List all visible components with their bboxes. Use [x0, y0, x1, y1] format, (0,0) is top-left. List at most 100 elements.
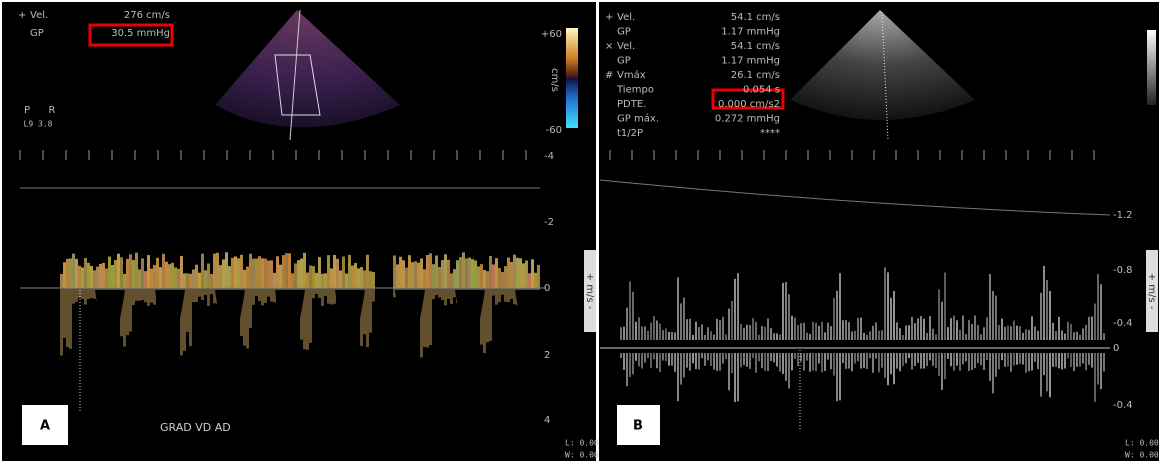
spectrum [453, 269, 456, 288]
spectrum [887, 272, 889, 340]
spectrum [207, 263, 210, 288]
spectrum [851, 353, 853, 371]
spectrum [261, 258, 264, 288]
spectrum [111, 265, 114, 288]
measure-value: 1.17 mmHg [721, 27, 780, 38]
spectrum [426, 255, 429, 288]
spectrum [270, 288, 273, 302]
spectrum [977, 325, 979, 340]
spectrum [486, 288, 489, 342]
spectrum [914, 353, 916, 366]
spectrum [234, 256, 237, 288]
velocity-label: -0.4 [1113, 318, 1133, 329]
spectrum [863, 353, 865, 368]
spectrum [866, 335, 868, 340]
spectrum [809, 353, 811, 372]
spectrum [623, 327, 625, 340]
spectrum [764, 327, 766, 340]
spectrum [162, 254, 165, 288]
spectrum [309, 288, 312, 343]
spectrum [363, 270, 366, 288]
spectrum [1058, 317, 1060, 340]
spectrum [695, 353, 697, 369]
spectrum [249, 254, 252, 288]
spectrum [216, 253, 219, 288]
spectrum [797, 353, 799, 366]
spectrum [150, 288, 153, 303]
spectrum [72, 288, 75, 304]
spectrum [683, 353, 685, 377]
spectrum [315, 288, 318, 294]
spectrum [279, 265, 282, 288]
spectrum [60, 288, 63, 356]
spectrum [66, 259, 69, 288]
spectrum [66, 288, 69, 347]
spectrum [1082, 329, 1084, 340]
spectrum [312, 288, 315, 298]
spectrum [902, 353, 904, 366]
spectrum [198, 288, 201, 297]
spectrum [725, 353, 727, 359]
spectrum [267, 261, 270, 288]
spectrum [309, 265, 312, 288]
spectrum [90, 266, 93, 288]
spectrum [132, 260, 135, 288]
spectrum [995, 353, 997, 377]
velocity-label: 0 [544, 283, 550, 294]
spectrum [938, 289, 940, 340]
spectrum [1094, 353, 1096, 402]
spectrum [758, 335, 760, 340]
measure-value: **** [760, 128, 780, 139]
spectrum [1025, 353, 1027, 373]
measure-value: 1.17 mmHg [721, 56, 780, 67]
spectrum [396, 264, 399, 288]
spectrum [806, 333, 808, 340]
spectrum [890, 353, 892, 374]
spectrum [620, 327, 622, 340]
measure-value: 0.000 cm/s2 [718, 99, 780, 110]
spectrum [1064, 353, 1066, 368]
spectrum [537, 265, 540, 288]
spectrum [716, 353, 718, 371]
spectrum [713, 353, 715, 370]
spectrum [1040, 353, 1042, 397]
spectrum [1082, 353, 1084, 364]
spectrum [758, 353, 760, 361]
spectrum [1073, 332, 1075, 340]
spectrum [267, 288, 270, 297]
panel-label: B [633, 419, 643, 434]
spectrum [860, 353, 862, 369]
spectrum [893, 291, 895, 340]
spectrum [797, 325, 799, 340]
spectrum [438, 288, 441, 297]
spectrum [680, 303, 682, 340]
spectrum [369, 288, 372, 333]
spectrum [1022, 333, 1024, 340]
spectrum [1049, 291, 1051, 340]
spectrum [818, 353, 820, 363]
spectrum [638, 353, 640, 366]
spectrum [755, 353, 757, 373]
spectrum [120, 257, 123, 288]
spectrum [429, 288, 432, 345]
spectrum [728, 309, 730, 340]
spectrum [698, 327, 700, 340]
spectrum [414, 261, 417, 288]
spectrum [531, 259, 534, 288]
spectrum [857, 318, 859, 340]
spectrum [833, 298, 835, 340]
spectrum [905, 353, 907, 363]
spectrum [300, 259, 303, 288]
spectrum [1052, 323, 1054, 340]
spectrum [869, 353, 871, 358]
spectrum [896, 353, 898, 369]
spectrum [75, 259, 78, 288]
spectrum [875, 322, 877, 340]
spectrum [833, 353, 835, 376]
spectrum [441, 288, 444, 300]
spectrum [471, 259, 474, 288]
spectrum [977, 353, 979, 363]
spectrum [725, 334, 727, 340]
spectrum [240, 255, 243, 288]
spectrum [324, 288, 327, 296]
